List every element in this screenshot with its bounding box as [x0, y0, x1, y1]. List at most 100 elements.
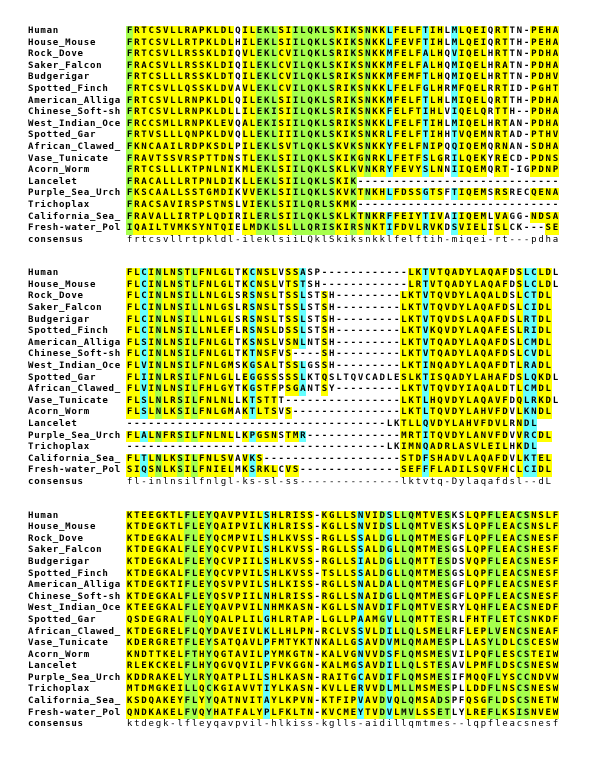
residue: Q [307, 234, 313, 245]
residue [537, 442, 544, 454]
sequence-label: Lancelet [28, 419, 78, 429]
residue: D [451, 556, 458, 567]
residue: S [263, 303, 271, 315]
residue: L [400, 696, 408, 708]
residue: L [248, 130, 256, 142]
residue: D [140, 533, 148, 546]
residue: - [509, 234, 515, 245]
residue: S [400, 465, 408, 477]
residue: K [313, 83, 321, 96]
residue: L [277, 626, 285, 639]
residue: l [466, 476, 472, 487]
residue: S [400, 372, 408, 385]
residue: V [443, 395, 451, 408]
residue: T [212, 223, 220, 235]
residue: G [219, 349, 228, 362]
residue: F [198, 453, 206, 466]
residue: D [219, 83, 228, 96]
residue: E [436, 638, 444, 650]
residue: L [465, 361, 473, 373]
residue: N [307, 384, 313, 395]
residue: L [371, 626, 379, 639]
residue: C [509, 465, 515, 476]
residue: S [299, 672, 307, 685]
residue: N [190, 95, 199, 108]
residue: A [162, 141, 170, 154]
residue: R [335, 72, 343, 84]
residue: K [241, 384, 249, 396]
residue: K [241, 395, 249, 408]
residue: R [443, 442, 451, 454]
residue: L [277, 684, 285, 697]
residue: - [523, 118, 530, 129]
residue: N [169, 268, 177, 280]
residue: A [169, 568, 177, 581]
residue: - [256, 476, 263, 487]
residue: - [393, 291, 400, 302]
residue: L [479, 95, 487, 108]
residue: L [133, 349, 141, 362]
residue: - [357, 430, 364, 441]
residue: D [190, 141, 199, 154]
residue: L [494, 661, 502, 673]
residue: V [227, 545, 235, 557]
residue: Q [465, 188, 473, 200]
residue: e [538, 719, 544, 730]
residue: D [537, 361, 545, 373]
residue: L [479, 442, 487, 454]
residue: M [393, 638, 401, 650]
residue: S [357, 141, 365, 154]
residue: I [183, 349, 191, 362]
residue: K [414, 372, 422, 385]
residue: Q [443, 372, 451, 385]
residue: K [349, 199, 357, 212]
residue: R [133, 211, 141, 224]
residue: S [421, 707, 430, 720]
residue: W [551, 707, 560, 720]
sequence-label: West_Indian_Oce [28, 603, 121, 614]
residue: Q [479, 453, 487, 466]
residue: N [357, 649, 365, 662]
residue: L [169, 49, 177, 61]
residue: P [234, 545, 242, 557]
residue: - [314, 580, 321, 591]
residue: N [154, 349, 163, 362]
residue: N [270, 430, 278, 443]
residue: R [320, 580, 329, 592]
residue: L [255, 522, 264, 534]
residue: L [284, 223, 293, 235]
residue: s [509, 476, 515, 487]
residue: V [443, 407, 451, 419]
residue: L [227, 430, 235, 443]
residue: - [379, 176, 385, 187]
residue: S [544, 580, 552, 592]
residue: - [314, 522, 321, 533]
alignment-row: Spotted_Finch F R T C S V L L Q S S K L D V A V L E K L C V I L Q K… [0, 83, 600, 96]
residue: - [422, 176, 429, 187]
residue: I [241, 626, 249, 639]
residue: - [487, 176, 494, 187]
residue: L [299, 72, 307, 84]
residue: I [458, 188, 466, 200]
residue: - [235, 476, 241, 487]
residue: S [523, 661, 531, 673]
residue: K [284, 649, 293, 662]
residue: - [365, 326, 371, 337]
residue: S [198, 60, 206, 73]
residue: l [278, 719, 284, 730]
residue: m [430, 719, 436, 730]
residue: K [371, 26, 379, 38]
residue: V [342, 626, 350, 639]
residue: T [235, 337, 241, 348]
residue: L [320, 118, 329, 131]
residue: S [349, 580, 357, 592]
residue: S [544, 568, 552, 581]
residue: N [205, 361, 213, 373]
residue: g [220, 476, 227, 487]
residue: - [531, 476, 537, 487]
residue: R [523, 361, 531, 373]
residue: E [400, 83, 408, 96]
